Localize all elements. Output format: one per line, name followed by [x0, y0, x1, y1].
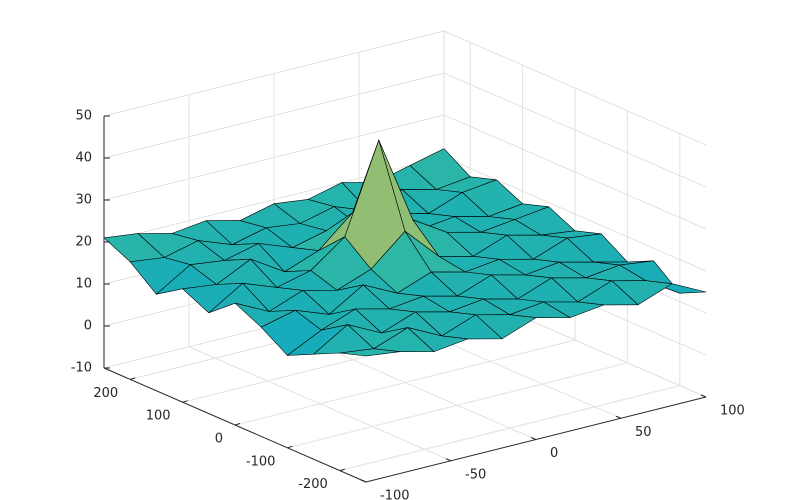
z-tick-label: 40	[75, 151, 92, 166]
grid-line	[103, 30, 445, 117]
tick-mark	[182, 400, 188, 403]
grid-line	[103, 72, 445, 159]
grid-line	[103, 114, 445, 201]
x-tick-label: -50	[465, 467, 486, 482]
y-tick-label: -100	[246, 454, 276, 469]
z-tick-label: 50	[75, 109, 92, 124]
x-tick-label: -100	[380, 489, 410, 500]
z-tick-label: -10	[71, 361, 92, 376]
x-tick-label: 100	[720, 404, 745, 419]
grid-line	[443, 114, 707, 230]
tick-mark	[339, 468, 345, 472]
z-tick-label: 20	[75, 235, 92, 250]
z-tick-label: 30	[75, 193, 92, 208]
y-tick-label: 0	[215, 432, 223, 447]
grid-line	[287, 362, 628, 449]
y-tick-label: 200	[93, 386, 118, 401]
grid-line	[443, 72, 707, 188]
z-tick-label: 0	[84, 319, 92, 334]
grid-line	[443, 30, 707, 146]
tick-mark	[700, 394, 707, 398]
y-tick-label: -200	[298, 477, 328, 492]
grid-line	[443, 156, 707, 272]
x-tick-label: 50	[635, 425, 652, 440]
tick-mark	[234, 423, 241, 426]
tick-mark	[445, 458, 452, 462]
grid-line	[234, 339, 576, 426]
grid-line	[339, 385, 680, 472]
tick-mark	[287, 445, 293, 449]
tick-mark	[360, 479, 367, 483]
surface-patch	[339, 348, 401, 357]
tick-mark	[530, 437, 537, 440]
tick-mark	[130, 377, 136, 380]
z-tick-label: 10	[75, 277, 92, 292]
y-tick-label: 100	[146, 409, 171, 424]
tick-mark	[615, 415, 622, 419]
x-tick-label: 0	[550, 446, 558, 461]
